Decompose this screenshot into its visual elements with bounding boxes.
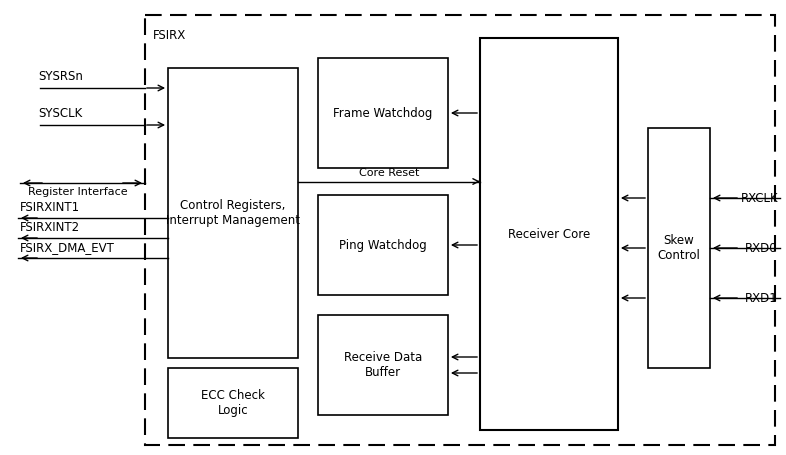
- Bar: [648, 128, 710, 368]
- Bar: [145, 15, 775, 445]
- Text: SYSRSn: SYSRSn: [38, 70, 83, 83]
- Text: Receiver Core: Receiver Core: [508, 228, 590, 241]
- Text: RXCLK: RXCLK: [740, 192, 778, 204]
- Text: Frame Watchdog: Frame Watchdog: [333, 106, 432, 120]
- Bar: [318, 58, 448, 168]
- Text: SYSCLK: SYSCLK: [38, 107, 83, 120]
- Text: Receive Data
Buffer: Receive Data Buffer: [344, 351, 422, 379]
- Text: Register Interface: Register Interface: [28, 187, 127, 197]
- Text: FSIRX: FSIRX: [153, 29, 186, 42]
- Text: FSIRXINT1: FSIRXINT1: [20, 201, 80, 214]
- Text: ECC Check
Logic: ECC Check Logic: [201, 389, 265, 417]
- Bar: [480, 38, 618, 430]
- Text: RXD1: RXD1: [745, 292, 778, 304]
- Bar: [318, 315, 448, 415]
- Text: Control Registers,
Interrupt Management: Control Registers, Interrupt Management: [166, 199, 300, 227]
- Bar: [168, 68, 298, 358]
- Text: Core Reset: Core Reset: [359, 167, 419, 177]
- Bar: [168, 368, 298, 438]
- Text: FSIRX_DMA_EVT: FSIRX_DMA_EVT: [20, 241, 115, 254]
- Text: Skew
Control: Skew Control: [658, 234, 700, 262]
- Text: RXD0: RXD0: [745, 242, 778, 254]
- Bar: [318, 195, 448, 295]
- Text: FSIRXINT2: FSIRXINT2: [20, 221, 80, 234]
- Text: Ping Watchdog: Ping Watchdog: [339, 238, 427, 252]
